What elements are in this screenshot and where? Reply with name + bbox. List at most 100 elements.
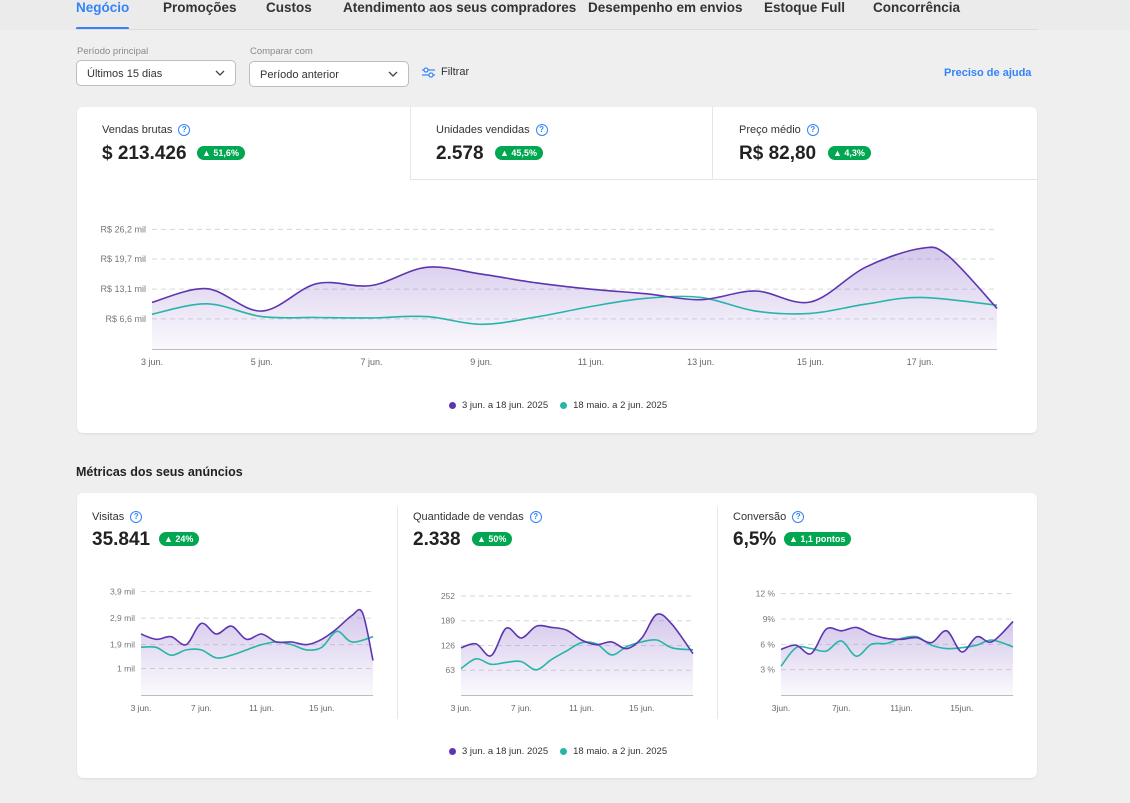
help-link[interactable]: Preciso de ajuda (944, 67, 1032, 79)
y-tick-label: R$ 26,2 mil (100, 224, 146, 234)
metric-visitas-change: ▲ 24% (159, 532, 200, 546)
change-text: 4,3% (844, 148, 865, 158)
kpi-vendas-brutas-value: $ 213.426 (102, 143, 187, 164)
kpi-label-text: Preço médio (739, 124, 801, 136)
top-navigation: Negócio Promoções Custos Atendimento aos… (0, 0, 1130, 30)
x-tick-label: 11 jun. (578, 357, 604, 367)
sales-card: Vendas brutas ? $ 213.426 ▲ 51,6% Unidad… (77, 107, 1037, 433)
help-icon[interactable]: ? (535, 124, 548, 136)
x-tick-label: 15 jun. (629, 703, 655, 713)
change-text: 1,1 pontos (800, 534, 846, 544)
conversao-chart: 3 % 6 % 9% 12 % 3jun. 7jun. 11jun. 15jun. (756, 589, 1014, 713)
y-tick-label: 3,9 mil (110, 587, 135, 597)
y-tick-label: 63 (446, 665, 456, 675)
chart-legend: 3 jun. a 18 jun. 2025 18 maio. a 2 jun. … (449, 400, 667, 411)
kpi-vendas-brutas-label: Vendas brutas ? (102, 124, 191, 136)
series-line-current (140, 608, 374, 661)
y-tick-label: 189 (441, 616, 455, 626)
y-tick-label: 1,9 mil (110, 640, 135, 650)
metric-visitas-value: 35.841 (92, 529, 151, 550)
series-line-previous (140, 630, 374, 659)
legend-current: 3 jun. a 18 jun. 2025 (462, 746, 549, 757)
kpi-label-text: Unidades vendidas (436, 124, 530, 136)
x-tick-label: 3 jun. (451, 703, 472, 713)
legend-previous: 18 maio. a 2 jun. 2025 (573, 400, 668, 411)
y-tick-label: R$ 13,1 mil (100, 284, 146, 294)
change-text: 50% (488, 534, 507, 544)
help-icon[interactable]: ? (806, 124, 819, 136)
series-area-current (461, 613, 693, 695)
metric-conversao-value: 6,5% (733, 529, 777, 550)
y-tick-label: 9% (763, 614, 776, 624)
tab-atendimento[interactable]: Atendimento aos seus compradores (343, 0, 577, 15)
sliders-icon (422, 66, 435, 78)
y-tick-label: 126 (441, 640, 455, 650)
help-icon[interactable]: ? (792, 511, 805, 523)
legend-dot-previous (560, 402, 568, 409)
legend-current: 3 jun. a 18 jun. 2025 (462, 400, 549, 411)
series-line-current (151, 246, 998, 312)
kpi-preco-medio-value: R$ 82,80 (739, 143, 817, 164)
series-line-previous (460, 638, 694, 671)
chevron-down-icon (215, 70, 225, 76)
legend-dot-current (449, 748, 456, 755)
y-tick-label: 1 mil (117, 663, 135, 673)
help-icon[interactable]: ? (178, 124, 191, 136)
x-tick-label: 11 jun. (569, 703, 594, 713)
x-tick-label: 15 jun. (309, 703, 335, 713)
series-line-previous (151, 295, 998, 326)
period-select-value: Últimos 15 dias (87, 68, 163, 80)
period-select[interactable]: Últimos 15 dias (76, 60, 236, 86)
y-tick-label: R$ 6,6 mil (105, 314, 146, 324)
x-tick-label: 17 jun. (907, 357, 934, 367)
x-tick-label: 7 jun. (191, 703, 212, 713)
series-line-current (460, 613, 694, 657)
filter-button[interactable]: Filtrar (422, 66, 469, 78)
section-title: Métricas dos seus anúncios (76, 465, 243, 479)
tab-concorrencia[interactable]: Concorrência (873, 0, 961, 15)
kpi-preco-medio-label: Preço médio ? (739, 124, 819, 136)
series-area-current (141, 609, 373, 695)
tab-estoque-full[interactable]: Estoque Full (764, 0, 845, 15)
x-tick-label: 7 jun. (360, 357, 382, 367)
y-tick-label: R$ 19,7 mil (100, 254, 146, 264)
x-tick-label: 3 jun. (131, 703, 152, 713)
y-tick-label: 2,9 mil (110, 613, 135, 623)
tab-negocio[interactable]: Negócio (76, 0, 130, 30)
x-tick-label: 11jun. (890, 703, 913, 713)
compare-label: Comparar com (250, 46, 313, 57)
metric-quantidade-label: Quantidade de vendas ? (413, 511, 542, 523)
metric-conversao-label: Conversão ? (733, 511, 805, 523)
x-tick-label: 3jun. (772, 703, 790, 713)
nav-divider (76, 29, 1038, 30)
tab-promocoes[interactable]: Promoções (163, 0, 237, 15)
change-text: 45,5% (511, 148, 537, 158)
metric-quantidade-value: 2.338 (413, 529, 461, 550)
metrics-legend: 3 jun. a 18 jun. 2025 18 maio. a 2 jun. … (449, 746, 667, 757)
tab-custos[interactable]: Custos (266, 0, 312, 15)
change-text: 24% (175, 534, 194, 544)
change-text: 51,6% (213, 148, 239, 158)
x-tick-label: 15jun. (950, 703, 973, 713)
x-tick-label: 11 jun. (249, 703, 274, 713)
kpi-unidades-vendidas-value: 2.578 (436, 143, 484, 164)
x-tick-label: 3 jun. (141, 357, 163, 367)
tab-desempenho-envios[interactable]: Desempenho em envios (588, 0, 743, 15)
legend-dot-current (449, 402, 456, 409)
series-area-current (152, 247, 997, 349)
help-icon[interactable]: ? (130, 511, 143, 523)
metrics-card: Visitas ? 35.841 ▲ 24% Quantidade de ven… (77, 493, 1037, 778)
help-icon[interactable]: ? (529, 511, 542, 523)
quantidade-chart: 63 126 189 252 3 jun. 7 jun. 11 jun. 15 jun. (441, 591, 694, 713)
visitas-chart: 1 mil 1,9 mil 2,9 mil 3,9 mil 3 jun. 7 jun. 11… (110, 587, 374, 713)
series-line-current (780, 620, 1014, 655)
metric-conversao-change: ▲ 1,1 pontos (784, 532, 852, 546)
x-tick-label: 9 jun. (470, 357, 492, 367)
metric-label-text: Conversão (733, 511, 787, 523)
metric-label-text: Quantidade de vendas (413, 511, 524, 523)
metric-quantidade-change: ▲ 50% (472, 532, 513, 546)
sales-chart: R$ 6,6 mil R$ 13,1 mil R$ 19,7 mil R$ 26,2 … (100, 224, 998, 367)
x-tick-label: 13 jun. (687, 357, 714, 367)
compare-select[interactable]: Período anterior (249, 61, 409, 87)
kpi-preco-medio-change: ▲ 4,3% (828, 146, 871, 160)
